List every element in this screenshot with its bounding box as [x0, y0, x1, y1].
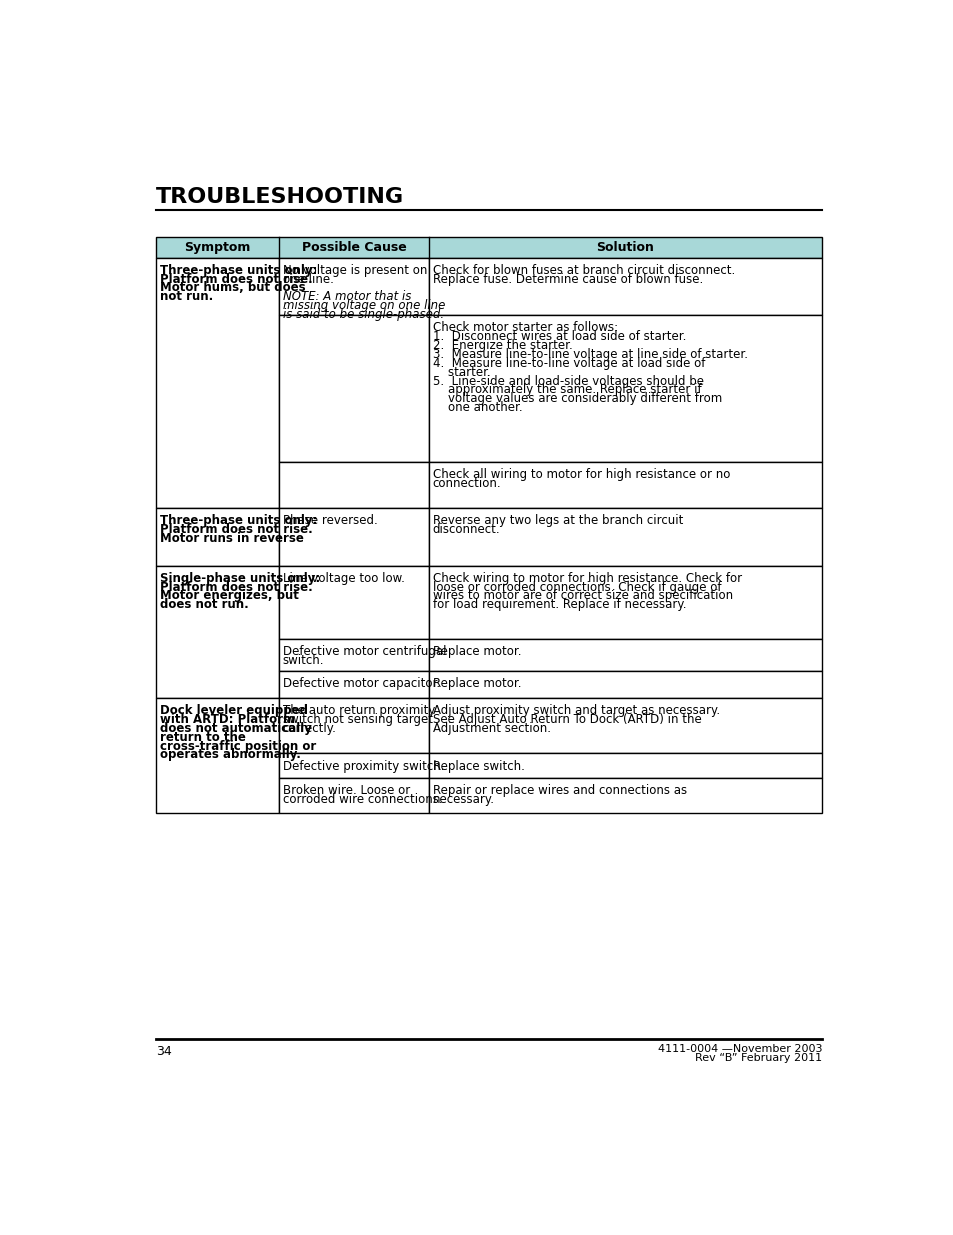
- Text: necessary.: necessary.: [433, 793, 495, 806]
- Text: is said to be single-phased.: is said to be single-phased.: [282, 308, 443, 321]
- Text: operates abnormally.: operates abnormally.: [160, 748, 301, 762]
- Bar: [278, 508, 429, 566]
- Bar: [429, 778, 821, 813]
- Text: switch.: switch.: [282, 653, 324, 667]
- Text: Platform does not rise.: Platform does not rise.: [160, 522, 313, 536]
- Text: Replace motor.: Replace motor.: [433, 677, 520, 690]
- Text: one another.: one another.: [433, 401, 522, 414]
- Text: does not automatically: does not automatically: [160, 721, 312, 735]
- Text: Solution: Solution: [596, 241, 654, 253]
- Text: Motor runs in reverse: Motor runs in reverse: [160, 531, 304, 545]
- Text: Dock leveler equipped: Dock leveler equipped: [160, 704, 308, 718]
- Text: 2.  Energize the starter.: 2. Energize the starter.: [433, 340, 572, 352]
- Text: 4.  Measure line-to-line voltage at load side of: 4. Measure line-to-line voltage at load …: [433, 357, 704, 369]
- Text: cross-traffic position or: cross-traffic position or: [160, 740, 316, 752]
- Text: Possible Cause: Possible Cause: [301, 241, 406, 253]
- Text: Check all wiring to motor for high resistance or no: Check all wiring to motor for high resis…: [433, 468, 729, 480]
- Text: Three-phase units only:: Three-phase units only:: [160, 514, 317, 527]
- Text: Broken wire. Loose or: Broken wire. Loose or: [282, 784, 410, 798]
- Text: Defective motor capacitor.: Defective motor capacitor.: [282, 677, 439, 690]
- Text: Three-phase units only:: Three-phase units only:: [160, 264, 317, 277]
- Text: Check wiring to motor for high resistance. Check for: Check wiring to motor for high resistanc…: [433, 572, 741, 584]
- Text: does not run.: does not run.: [160, 598, 249, 611]
- Text: loose or corroded connections. Check if gauge of: loose or corroded connections. Check if …: [433, 580, 720, 594]
- Text: No voltage is present on: No voltage is present on: [282, 264, 427, 277]
- Text: starter.: starter.: [433, 366, 490, 379]
- Bar: [429, 508, 821, 566]
- Text: 3.  Measure line-to-line voltage at line side of starter.: 3. Measure line-to-line voltage at line …: [433, 348, 747, 361]
- Text: Motor energizes, but: Motor energizes, but: [160, 589, 299, 603]
- Bar: [155, 237, 821, 258]
- Text: 1.  Disconnect wires at load side of starter.: 1. Disconnect wires at load side of star…: [433, 330, 685, 343]
- Text: 4111-0004 —November 2003: 4111-0004 —November 2003: [657, 1044, 821, 1053]
- Text: disconnect.: disconnect.: [433, 522, 500, 536]
- Text: NOTE: A motor that is: NOTE: A motor that is: [282, 290, 411, 304]
- Bar: [278, 753, 429, 778]
- Bar: [278, 462, 429, 508]
- Bar: [278, 566, 429, 638]
- Text: Defective proximity switch.: Defective proximity switch.: [282, 760, 444, 773]
- Bar: [155, 258, 278, 508]
- Text: corroded wire connections.: corroded wire connections.: [282, 793, 442, 806]
- Text: Adjust proximity switch and target as necessary.: Adjust proximity switch and target as ne…: [433, 704, 720, 718]
- Text: Platform does not rise.: Platform does not rise.: [160, 273, 313, 285]
- Text: Single-phase units only:: Single-phase units only:: [160, 572, 320, 584]
- Bar: [429, 566, 821, 638]
- Text: with ARTD: Platform: with ARTD: Platform: [160, 713, 295, 726]
- Text: TROUBLESHOOTING: TROUBLESHOOTING: [155, 186, 403, 206]
- Bar: [429, 315, 821, 462]
- Text: switch not sensing target: switch not sensing target: [282, 713, 433, 726]
- Bar: [429, 671, 821, 698]
- Text: Symptom: Symptom: [184, 241, 251, 253]
- Bar: [278, 315, 429, 462]
- Bar: [278, 698, 429, 753]
- Text: correctly.: correctly.: [282, 721, 336, 735]
- Text: 5.  Line-side and load-side voltages should be: 5. Line-side and load-side voltages shou…: [433, 374, 703, 388]
- Text: for load requirement. Replace if necessary.: for load requirement. Replace if necessa…: [433, 598, 685, 611]
- Bar: [429, 462, 821, 508]
- Text: The auto return proximity: The auto return proximity: [282, 704, 435, 718]
- Text: missing voltage on one line: missing voltage on one line: [282, 299, 445, 312]
- Bar: [155, 508, 278, 566]
- Text: Defective motor centrifugal: Defective motor centrifugal: [282, 645, 446, 658]
- Text: return to the: return to the: [160, 731, 246, 743]
- Text: Check for blown fuses at branch circuit disconnect.: Check for blown fuses at branch circuit …: [433, 264, 735, 277]
- Text: Replace switch.: Replace switch.: [433, 760, 524, 773]
- Bar: [278, 671, 429, 698]
- Bar: [429, 698, 821, 753]
- Bar: [429, 638, 821, 671]
- Bar: [429, 753, 821, 778]
- Bar: [278, 778, 429, 813]
- Text: Replace fuse. Determine cause of blown fuse.: Replace fuse. Determine cause of blown f…: [433, 273, 702, 285]
- Text: Reverse any two legs at the branch circuit: Reverse any two legs at the branch circu…: [433, 514, 682, 527]
- Text: Replace motor.: Replace motor.: [433, 645, 520, 658]
- Text: Platform does not rise.: Platform does not rise.: [160, 580, 313, 594]
- Text: wires to motor are of correct size and specification: wires to motor are of correct size and s…: [433, 589, 732, 603]
- Text: Check motor starter as follows:: Check motor starter as follows:: [433, 321, 618, 335]
- Text: Adjustment section.: Adjustment section.: [433, 721, 550, 735]
- Bar: [155, 698, 278, 813]
- Text: See Adjust Auto Return To Dock (ARTD) in the: See Adjust Auto Return To Dock (ARTD) in…: [433, 713, 700, 726]
- Text: 34: 34: [155, 1045, 172, 1058]
- Text: Rev “B” February 2011: Rev “B” February 2011: [695, 1053, 821, 1063]
- Bar: [278, 258, 429, 315]
- Bar: [278, 638, 429, 671]
- Text: Repair or replace wires and connections as: Repair or replace wires and connections …: [433, 784, 686, 798]
- Text: Phase reversed.: Phase reversed.: [282, 514, 377, 527]
- Text: Motor hums, but does: Motor hums, but does: [160, 282, 306, 294]
- Text: approximately the same. Replace starter if: approximately the same. Replace starter …: [433, 383, 700, 396]
- Text: one line.: one line.: [282, 273, 334, 285]
- Bar: [155, 566, 278, 698]
- Text: not run.: not run.: [160, 290, 213, 304]
- Bar: [429, 258, 821, 315]
- Text: connection.: connection.: [433, 477, 501, 489]
- Text: Line voltage too low.: Line voltage too low.: [282, 572, 404, 584]
- Text: voltage values are considerably different from: voltage values are considerably differen…: [433, 393, 721, 405]
